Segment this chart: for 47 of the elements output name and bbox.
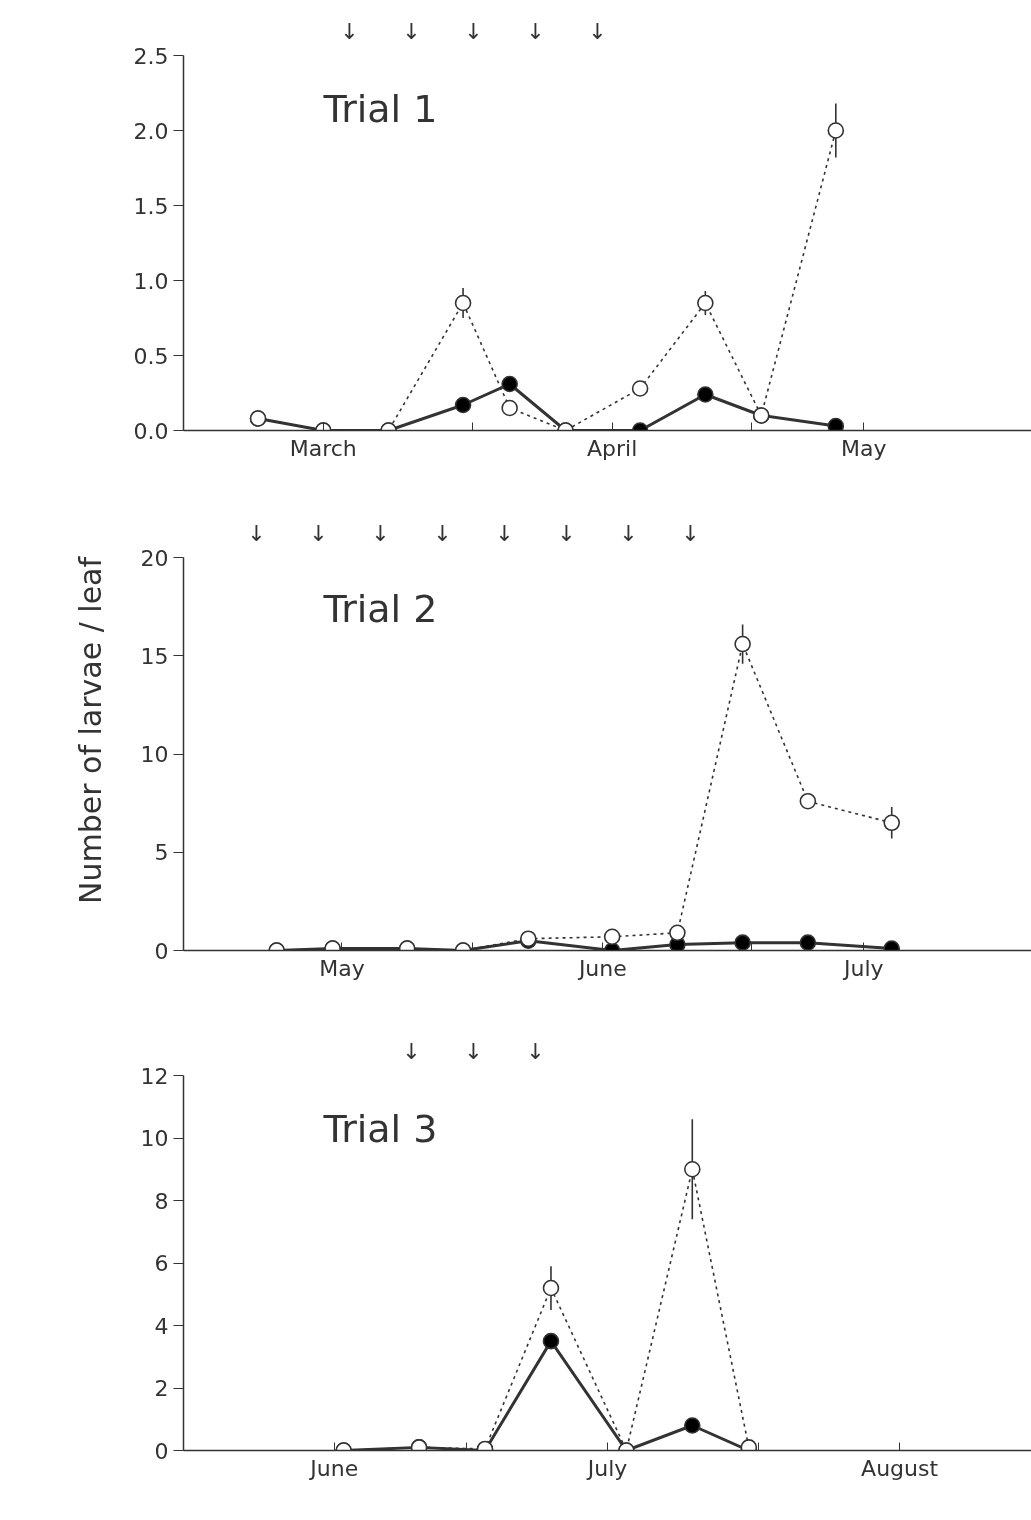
text: ↓ [464,18,483,44]
text: ↓ [619,520,638,546]
x-tick-label: June [308,1455,359,1481]
text: ↓ [588,18,607,44]
y-tick-label: 2.0 [133,118,169,144]
y-tick-label: 4 [154,1313,169,1339]
text: Trial 3 [322,1106,438,1151]
text: ↓ [247,520,266,546]
y-tick-label: 0.0 [133,418,169,444]
x-tick-label: July [585,1455,628,1481]
text: ↓ [433,520,452,546]
y-tick-label: 0.5 [133,343,169,369]
x-tick-label: March [289,435,357,461]
text: ↓ [309,520,328,546]
x-tick-label: May [841,435,887,461]
text: ↓ [402,1038,421,1064]
y-tick-label: 0 [154,938,169,964]
x-tick-label: June [576,955,627,981]
y-tick-label: 20 [140,545,169,571]
y-tick-label: 2 [154,1376,169,1401]
x-tick-label: May [319,955,365,981]
y-tick-label: 12 [140,1063,169,1089]
text: ↓ [464,1038,483,1064]
y-tick-label: 15 [140,643,169,669]
text: ↓ [402,18,421,44]
y-tick-label: 10 [140,742,169,768]
text: ↓ [681,520,700,546]
y-tick-label: 1.0 [133,268,169,294]
x-tick-label: July [841,955,884,981]
text: ↓ [371,520,390,546]
x-tick-label: April [587,435,638,461]
text: ↓ [495,520,514,546]
text: ↓ [340,18,359,44]
y-tick-label: 5 [154,840,169,866]
text: Trial 2 [322,586,438,631]
y-tick-label: 8 [154,1188,169,1214]
y-tick-label: 6 [154,1251,169,1276]
y-tick-label: 10 [140,1126,169,1151]
x-tick-label: August [861,1455,939,1481]
text: ↓ [557,520,576,546]
text: Trial 1 [322,86,438,131]
y-tick-label: 0 [154,1438,169,1464]
text: ↓ [526,1038,545,1064]
y-axis-title: Number of larvae / leaf [72,555,108,905]
y-tick-label: 2.5 [133,43,169,69]
y-tick-label: 1.5 [133,193,169,219]
text: ↓ [526,18,545,44]
